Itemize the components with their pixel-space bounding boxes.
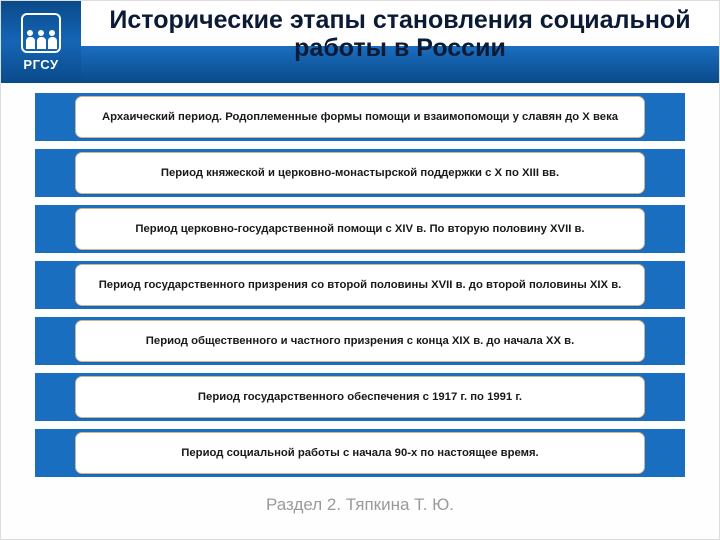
- stage-row: Период государственного обеспечения с 19…: [35, 373, 685, 421]
- stage-row: Архаический период. Родоплеменные формы …: [35, 93, 685, 141]
- stage-box: Архаический период. Родоплеменные формы …: [75, 96, 645, 138]
- person-icon: [48, 30, 57, 49]
- stage-row: Период общественного и частного призрени…: [35, 317, 685, 365]
- stage-text: Архаический период. Родоплеменные формы …: [102, 110, 618, 124]
- stage-row: Период церковно-государственной помощи с…: [35, 205, 685, 253]
- stage-box: Период государственного призрения со вто…: [75, 264, 645, 306]
- stage-row: Период княжеской и церковно-монастырской…: [35, 149, 685, 197]
- footer-text: Раздел 2. Тяпкина Т. Ю.: [1, 495, 719, 515]
- stage-text: Период государственного обеспечения с 19…: [198, 390, 522, 404]
- title-box: Исторические этапы становления социально…: [81, 1, 719, 83]
- people-icon: [21, 13, 61, 53]
- stage-text: Период государственного призрения со вто…: [99, 278, 622, 292]
- slide-header: РГСУ Исторические этапы становления соци…: [1, 1, 719, 83]
- stage-box: Период церковно-государственной помощи с…: [75, 208, 645, 250]
- stage-text: Период княжеской и церковно-монастырской…: [161, 166, 559, 180]
- person-icon: [37, 30, 46, 49]
- slide-title: Исторические этапы становления социально…: [81, 7, 719, 62]
- stage-row: Период социальной работы с начала 90-х п…: [35, 429, 685, 477]
- stage-text: Период церковно-государственной помощи с…: [135, 222, 584, 236]
- stages-list: Архаический период. Родоплеменные формы …: [1, 83, 719, 491]
- logo-box: РГСУ: [1, 1, 81, 83]
- stage-text: Период социальной работы с начала 90-х п…: [181, 446, 538, 460]
- stage-text: Период общественного и частного призрени…: [146, 334, 574, 348]
- person-icon: [26, 30, 35, 49]
- logo-abbr: РГСУ: [23, 57, 58, 72]
- stage-box: Период государственного обеспечения с 19…: [75, 376, 645, 418]
- stage-box: Период княжеской и церковно-монастырской…: [75, 152, 645, 194]
- stage-box: Период общественного и частного призрени…: [75, 320, 645, 362]
- stage-box: Период социальной работы с начала 90-х п…: [75, 432, 645, 474]
- stage-row: Период государственного призрения со вто…: [35, 261, 685, 309]
